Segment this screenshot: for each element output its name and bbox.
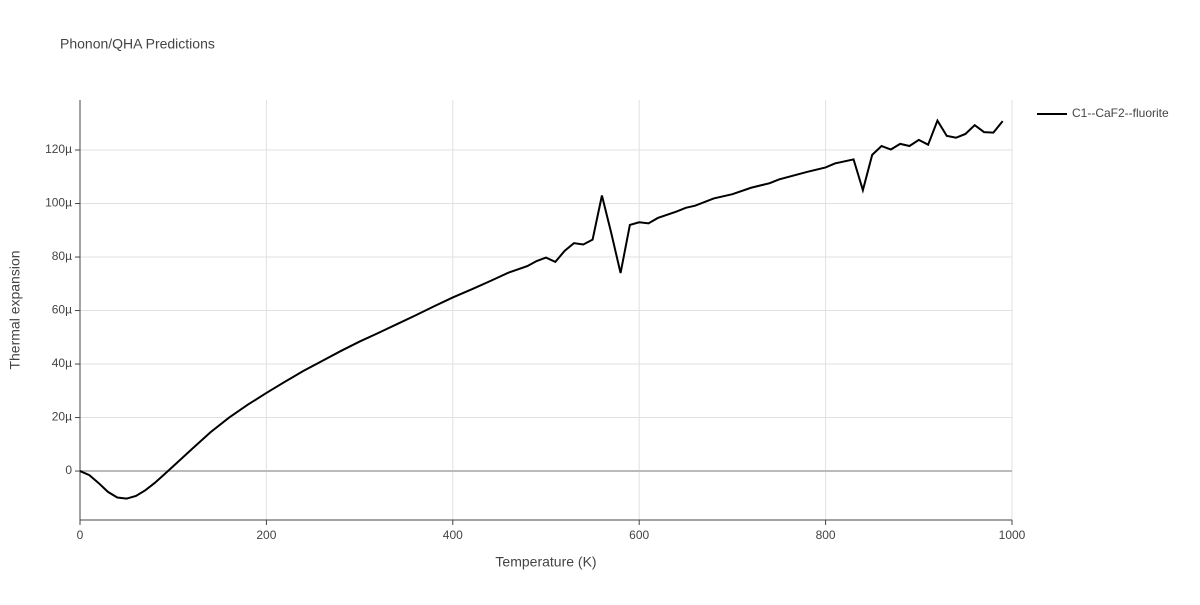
- x-tick-label: 600: [629, 528, 649, 542]
- y-axis-title: Thermal expansion: [7, 250, 23, 369]
- x-tick-label: 800: [816, 528, 836, 542]
- y-tick-label: 40µ: [52, 356, 72, 370]
- y-tick-label: 0: [65, 463, 72, 477]
- y-tick-label: 100µ: [45, 196, 72, 210]
- y-tick-label: 20µ: [52, 410, 72, 424]
- x-tick-label: 400: [443, 528, 463, 542]
- x-axis-title: Temperature (K): [495, 554, 596, 570]
- x-tick-label: 200: [256, 528, 276, 542]
- y-tick-label: 80µ: [52, 249, 72, 263]
- y-tick-label: 120µ: [45, 142, 72, 156]
- x-tick-label: 1000: [999, 528, 1026, 542]
- x-tick-label: 0: [77, 528, 84, 542]
- data-line: [79, 118, 1004, 500]
- chart-title: Phonon/QHA Predictions: [60, 36, 215, 52]
- y-tick-label: 60µ: [52, 303, 72, 317]
- legend-label: C1--CaF2--fluorite: [1072, 106, 1169, 120]
